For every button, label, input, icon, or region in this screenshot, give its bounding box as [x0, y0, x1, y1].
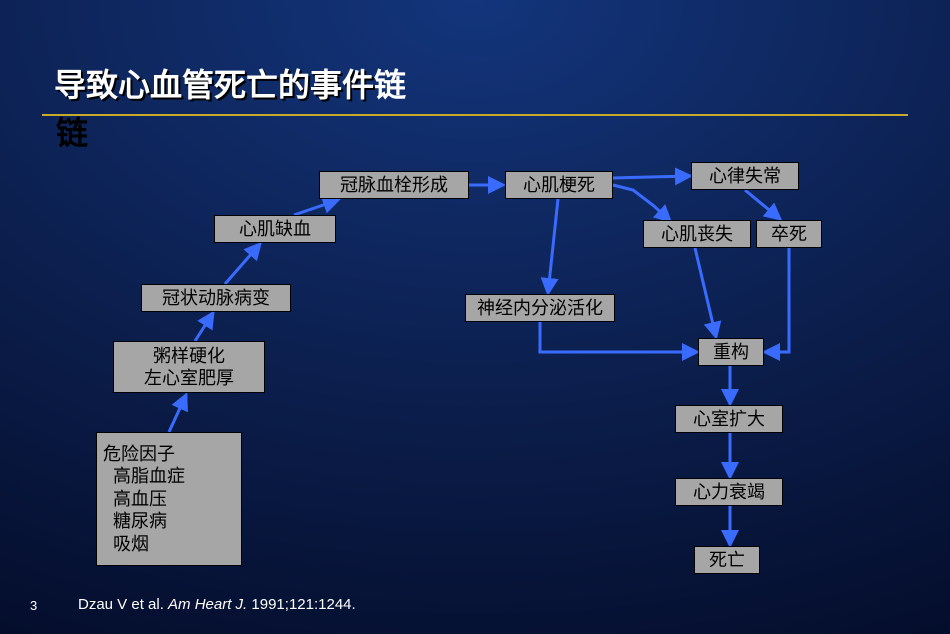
node-sudden: 卒死	[756, 220, 822, 248]
node-neuro: 神经内分泌活化	[465, 294, 615, 322]
flow-arrow	[613, 176, 690, 178]
node-remodel: 重构	[698, 338, 764, 366]
flow-arrow	[548, 199, 558, 293]
node-thrombosis: 冠脉血栓形成	[319, 171, 469, 199]
flow-arrow	[540, 322, 697, 352]
flow-arrow	[195, 313, 213, 341]
node-ischemia: 心肌缺血	[214, 215, 336, 243]
flow-arrow	[294, 200, 338, 215]
flow-arrow	[765, 248, 789, 352]
node-hf: 心力衰竭	[675, 478, 783, 506]
flow-arrow	[225, 244, 260, 284]
node-death: 死亡	[694, 546, 760, 574]
flow-arrow	[613, 185, 670, 221]
flow-arrow	[169, 395, 186, 432]
node-risk: 危险因子 高脂血症 高血压 糖尿病 吸烟	[96, 432, 242, 566]
flow-arrow	[745, 190, 780, 219]
slide-canvas: 导致心血管死亡的事件链导致心血管死亡的事件链危险因子 高脂血症 高血压 糖尿病 …	[0, 0, 950, 634]
page-number: 3	[30, 598, 37, 613]
node-arrhythmia: 心律失常	[691, 162, 799, 190]
node-athero: 粥样硬化左心室肥厚	[113, 341, 265, 393]
citation: Dzau V et al. Am Heart J. 1991;121:1244.	[78, 596, 356, 613]
flow-arrow	[695, 248, 716, 337]
node-dilation: 心室扩大	[675, 405, 783, 433]
node-mi: 心肌梗死	[505, 171, 613, 199]
node-myoloss: 心肌丧失	[643, 220, 751, 248]
node-cad: 冠状动脉病变	[141, 284, 291, 312]
